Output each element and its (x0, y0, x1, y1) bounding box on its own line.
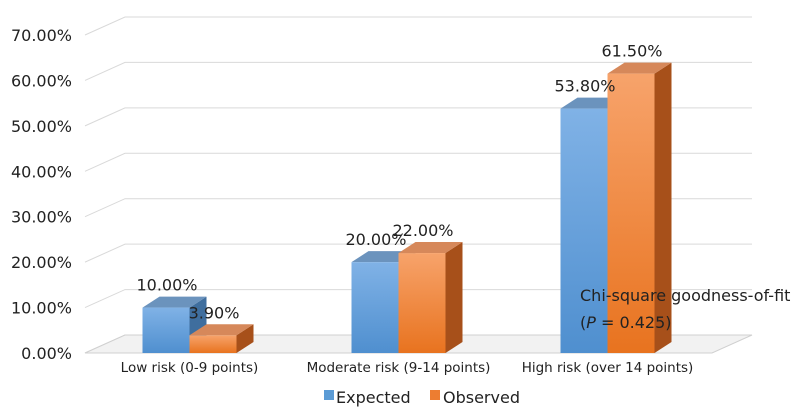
gridline (84, 289, 752, 309)
gridline (84, 243, 752, 263)
category-label-0: Low risk (0-9 points) (121, 360, 259, 376)
legend-label-expected: Expected (336, 388, 411, 407)
y-tick-label: 30.00% (11, 208, 72, 227)
bar-front (607, 73, 655, 353)
gridline (84, 61, 752, 81)
data-label-observed-2: 61.50% (601, 42, 662, 61)
bar-top (607, 62, 672, 74)
annotation-p-italic: P (586, 313, 596, 332)
legend: Expected Observed (324, 388, 520, 407)
gridlines (84, 16, 752, 354)
legend-label-observed: Observed (443, 388, 520, 407)
bar-front (560, 108, 608, 353)
gridline (84, 198, 752, 218)
data-label-observed-1: 22.00% (392, 221, 453, 240)
data-label-expected-1: 20.00% (345, 230, 406, 249)
bar-observed-0[interactable] (189, 324, 254, 353)
category-label-2: High risk (over 14 points) (522, 360, 694, 376)
data-label-expected-0: 10.00% (136, 276, 197, 295)
data-label-expected-2: 53.80% (554, 77, 615, 96)
category-label-1: Moderate risk (9-14 points) (307, 360, 491, 376)
x-axis-categories: Low risk (0-9 points) Moderate risk (9-14… (121, 360, 694, 376)
gridline (84, 107, 752, 127)
bar-front (398, 253, 446, 353)
bar-top (142, 296, 207, 308)
annotation-line-1: Chi-square goodness-of-fit (580, 286, 790, 305)
bar-front (189, 335, 237, 353)
bar-side (445, 242, 463, 353)
annotation: Chi-square goodness-of-fit (P = 0.425) (580, 286, 790, 332)
legend-item-observed[interactable]: Observed (430, 388, 520, 407)
legend-item-expected[interactable]: Expected (324, 388, 411, 407)
bar-side (654, 62, 672, 353)
bar-top (189, 324, 254, 336)
y-tick-label: 60.00% (11, 71, 72, 90)
annotation-prefix: ( (580, 313, 586, 332)
bar-observed-2[interactable] (607, 62, 672, 353)
data-labels: 10.00% 3.90% 20.00%22.00% 53.80% 61.50% (136, 42, 662, 323)
legend-swatch-expected (324, 390, 334, 400)
y-axis-ticks: 0.00% 10.00% 20.00% 30.00% 40.00% 50.00% 60.00… (11, 26, 72, 363)
bar-observed-1[interactable] (398, 242, 463, 353)
y-tick-label: 70.00% (11, 26, 72, 45)
bar-side (236, 324, 254, 353)
y-tick-label: 50.00% (11, 117, 72, 136)
bar-top (398, 242, 463, 254)
y-tick-label: 0.00% (21, 344, 72, 363)
y-tick-label: 20.00% (11, 253, 72, 272)
annotation-line-2: (P = 0.425) (580, 313, 672, 332)
y-tick-label: 10.00% (11, 299, 72, 318)
annotation-suffix: = 0.425) (596, 313, 672, 332)
gridline (84, 16, 752, 36)
gridline (84, 152, 752, 172)
legend-swatch-observed (430, 390, 440, 400)
bar-expected-0[interactable] (142, 296, 207, 353)
y-tick-label: 40.00% (11, 162, 72, 181)
bar-front (351, 262, 399, 353)
data-label-observed-0: 3.90% (189, 303, 240, 322)
bars (142, 62, 672, 353)
bar-front (142, 307, 190, 353)
